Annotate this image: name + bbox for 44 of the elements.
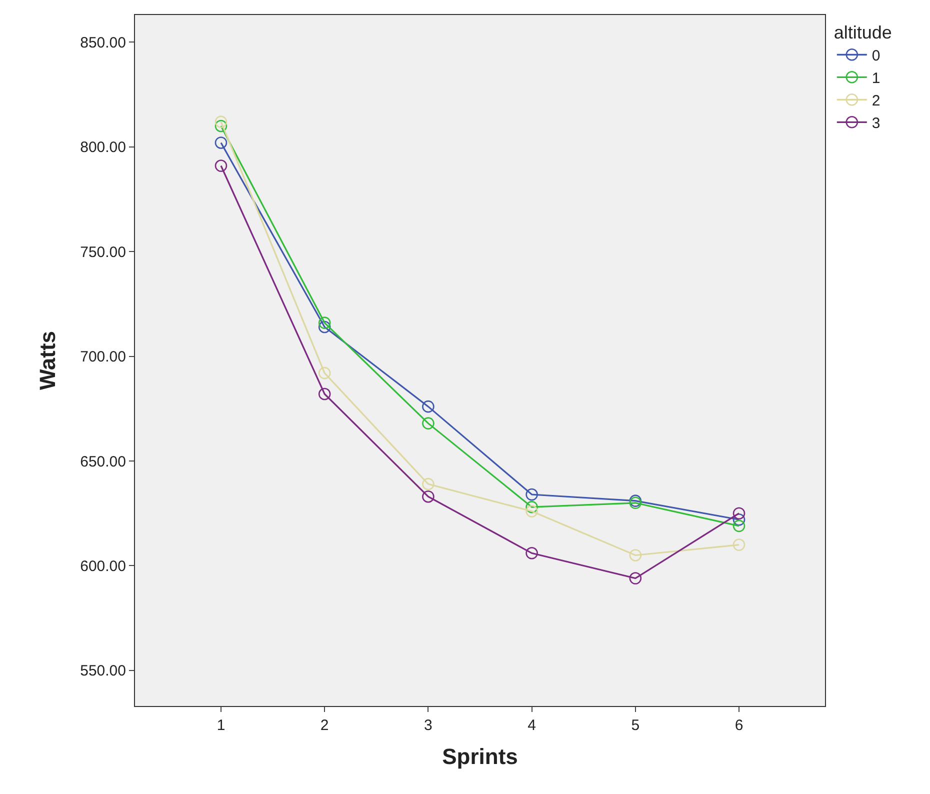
point xyxy=(422,400,434,413)
point xyxy=(214,120,228,132)
point xyxy=(629,496,642,510)
y-tick-label: 600.00 xyxy=(80,558,126,575)
legend-title: altitude xyxy=(834,22,892,42)
x-tick-label: 3 xyxy=(424,717,432,734)
y-axis-title: Watts xyxy=(34,330,60,390)
point xyxy=(214,160,228,172)
legend-label: 3 xyxy=(872,115,880,132)
x-tick-label: 1 xyxy=(216,717,226,734)
x-tick-label: 2 xyxy=(320,717,329,734)
point xyxy=(422,417,434,430)
legend-label: 0 xyxy=(872,48,880,64)
point xyxy=(318,316,331,329)
y-tick-label: 550.00 xyxy=(80,662,126,680)
y-tick-label: 700.00 xyxy=(80,348,126,366)
point xyxy=(214,136,228,149)
point xyxy=(732,520,746,532)
point xyxy=(318,388,331,400)
legend-label: 1 xyxy=(872,70,880,87)
point xyxy=(526,488,538,501)
x-tick-label: 5 xyxy=(631,717,640,734)
point xyxy=(629,549,642,562)
legend-label: 2 xyxy=(872,92,880,110)
x-tick-label: 4 xyxy=(528,717,536,734)
point xyxy=(732,538,746,551)
point xyxy=(318,366,331,380)
x-tick-label: 6 xyxy=(734,717,744,734)
point xyxy=(732,513,746,526)
y-tick-label: 800.00 xyxy=(80,139,126,156)
point xyxy=(526,546,538,560)
point xyxy=(732,507,746,520)
y-tick-label: 850.00 xyxy=(80,34,126,52)
point xyxy=(214,116,228,128)
point xyxy=(422,490,434,503)
point xyxy=(318,320,331,334)
point xyxy=(629,572,642,584)
y-tick-label: 650.00 xyxy=(80,453,126,470)
y-tick-label: 750.00 xyxy=(80,244,126,261)
x-axis-title: Sprints xyxy=(442,744,518,769)
point xyxy=(422,478,434,490)
point xyxy=(526,500,538,514)
point xyxy=(526,505,538,518)
point xyxy=(629,494,642,507)
